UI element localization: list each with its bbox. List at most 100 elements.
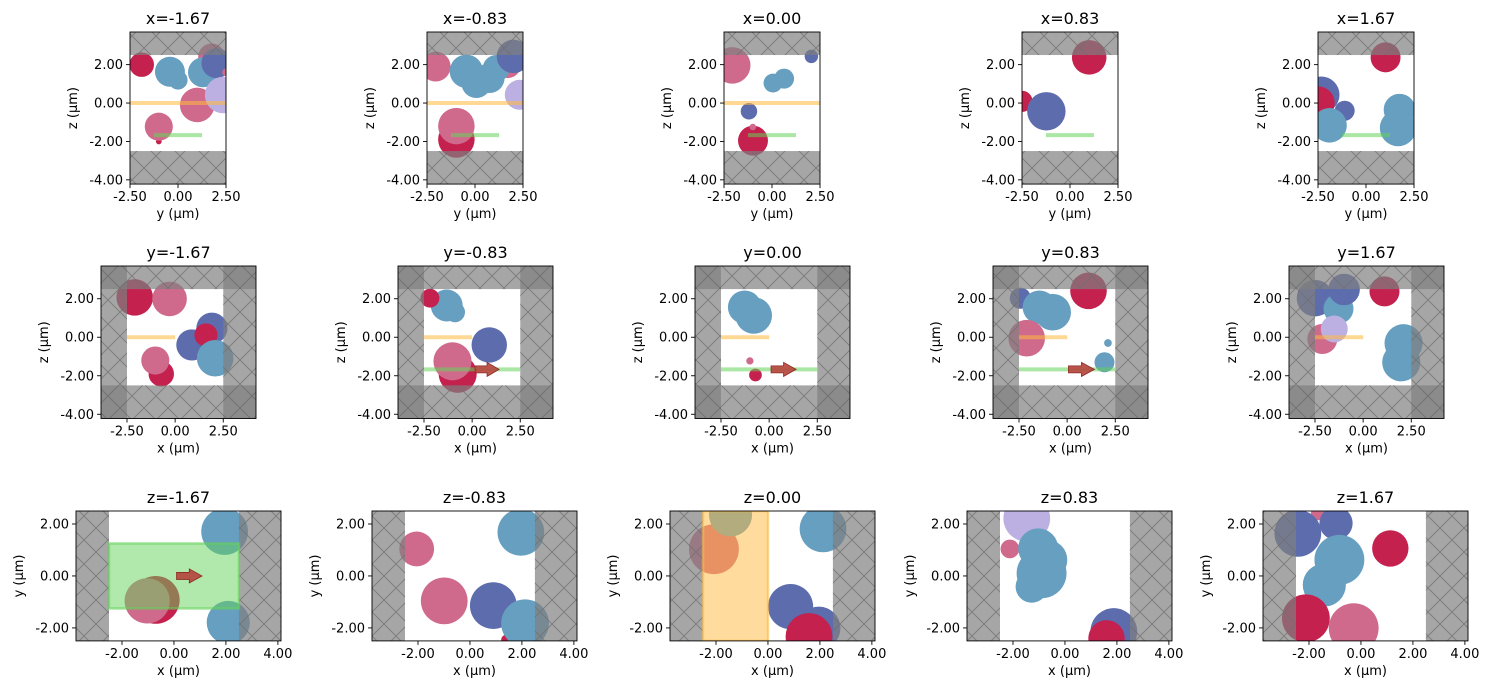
- x-tick-label: -2.50: [1301, 190, 1335, 205]
- y-tick-label: 2.00: [1253, 292, 1282, 307]
- structure-circle: [152, 281, 187, 317]
- subplot-title: x=0.00: [743, 9, 802, 28]
- y-tick-label: -4.00: [1277, 173, 1311, 188]
- y-tick-label: 0.00: [986, 97, 1015, 112]
- subplot: -2.50 0.00 2.50 -4.00 -2.00 0.00 2.00 x=0.83 y (…: [958, 9, 1132, 222]
- x-axis-label: y (µm): [751, 207, 794, 222]
- subplot: -2.00 0.00 2.00 4.00 -2.00 0.00 2.00 z=0.83 x (µ…: [903, 488, 1183, 679]
- source: [701, 511, 770, 641]
- plot-area: [372, 511, 577, 641]
- pml-hatch: [427, 151, 523, 185]
- y-tick-label: -2.00: [683, 135, 717, 150]
- pml-hatch: [1289, 266, 1444, 290]
- structure-circle: [746, 357, 754, 365]
- x-tick-label: -2.50: [407, 424, 441, 439]
- x-tick-label: -2.00: [699, 647, 733, 662]
- pml-hatch: [1318, 151, 1414, 185]
- pml-hatch: [1022, 151, 1118, 185]
- subplot: -2.50 0.00 2.50 -4.00 -2.00 0.00 2.00 y=1.67 x (…: [1225, 243, 1445, 456]
- x-tick-label: 0.00: [458, 424, 487, 439]
- y-tick-label: -4.00: [952, 408, 986, 423]
- subplot-title: z=-0.83: [443, 488, 506, 507]
- plot-area: [993, 266, 1148, 419]
- subplot: -2.50 0.00 2.50 -4.00 -2.00 0.00 2.00 y=-0.83 x …: [334, 243, 554, 456]
- x-tick-label: 0.00: [1346, 647, 1375, 662]
- y-tick-label: 0.00: [931, 569, 960, 584]
- y-tick-label: -4.00: [981, 173, 1015, 188]
- pml-hatch: [238, 511, 281, 641]
- y-tick-label: 2.00: [634, 517, 663, 532]
- y-tick-label: 0.00: [362, 331, 391, 346]
- structure-circle: [1094, 352, 1115, 373]
- pml-hatch: [398, 266, 553, 290]
- axes-frame: [100, 265, 257, 419]
- y-tick-label: -4.00: [60, 408, 94, 423]
- plot-area: [427, 32, 523, 185]
- plot-area: [724, 32, 820, 185]
- x-tick-label: 2.50: [803, 424, 832, 439]
- structure-circle: [1319, 511, 1353, 540]
- x-tick-label: -2.50: [113, 190, 147, 205]
- pml-hatch: [1318, 32, 1414, 56]
- subplot: -2.50 0.00 2.50 -4.00 -2.00 0.00 2.00 x=-0.83 y …: [363, 9, 537, 222]
- x-tick-label: -2.50: [1002, 424, 1036, 439]
- subplot-title: z=1.67: [1337, 488, 1394, 507]
- x-tick-label: 0.00: [164, 190, 193, 205]
- structure-circle: [1034, 293, 1071, 331]
- x-tick-label: 2.50: [1400, 190, 1429, 205]
- structure-circle: [1015, 570, 1048, 603]
- y-axis-label: y (µm): [1199, 555, 1214, 598]
- pml-hatch: [695, 385, 850, 419]
- monitor: [107, 542, 241, 610]
- x-tick-label: 2.00: [1398, 647, 1427, 662]
- y-tick-label: 0.00: [659, 331, 688, 346]
- y-tick-label: -2.00: [1248, 369, 1282, 384]
- x-axis-label: x (µm): [751, 441, 794, 456]
- subplot-title: x=0.83: [1041, 9, 1100, 28]
- x-axis-label: x (µm): [1344, 664, 1387, 679]
- pml-hatch: [130, 32, 226, 56]
- y-tick-label: 2.00: [1282, 58, 1311, 73]
- x-tick-label: 4.00: [263, 647, 292, 662]
- structure-circle: [724, 47, 751, 84]
- pml-hatch: [670, 511, 703, 641]
- x-tick-label: 0.00: [1056, 190, 1085, 205]
- y-tick-label: -2.00: [386, 135, 420, 150]
- subplot-title: y=-0.83: [443, 243, 507, 262]
- y-axis-label: z (µm): [37, 321, 52, 363]
- x-tick-label: 0.00: [1352, 190, 1381, 205]
- y-tick-label: -4.00: [357, 408, 391, 423]
- plot-area: [1318, 32, 1414, 185]
- y-tick-label: -2.00: [926, 621, 960, 636]
- y-tick-label: 0.00: [65, 331, 94, 346]
- y-tick-label: -2.00: [952, 369, 986, 384]
- y-tick-label: -4.00: [683, 173, 717, 188]
- pml-hatch: [1263, 511, 1296, 641]
- y-tick-label: -2.00: [331, 621, 365, 636]
- pml-hatch: [101, 385, 256, 419]
- structure-circle: [504, 79, 523, 110]
- pml-hatch: [993, 385, 1148, 419]
- plot-area: [1289, 266, 1444, 419]
- pml-hatch: [695, 266, 850, 290]
- x-axis-label: x (µm): [1049, 441, 1092, 456]
- y-tick-label: -2.00: [1222, 621, 1256, 636]
- y-axis-label: z (µm): [660, 87, 675, 129]
- plot-area: [695, 266, 850, 419]
- x-tick-label: -2.00: [401, 647, 435, 662]
- structure-circle: [471, 327, 507, 363]
- subplot-title: y=0.00: [743, 243, 802, 262]
- y-axis-label: z (µm): [1254, 87, 1269, 129]
- y-axis-label: y (µm): [606, 555, 621, 598]
- x-tick-label: 2.50: [1104, 190, 1133, 205]
- y-axis-label: z (µm): [363, 87, 378, 129]
- x-tick-label: 4.00: [1450, 647, 1479, 662]
- structure-circle: [222, 68, 226, 77]
- y-tick-label: 0.00: [391, 97, 420, 112]
- plot-area: [130, 32, 226, 185]
- structure-circle: [433, 342, 472, 381]
- subplot-title: x=-0.83: [443, 9, 507, 28]
- structure-circle: [204, 76, 226, 114]
- structure-circle: [438, 107, 475, 145]
- x-axis-label: y (µm): [1345, 207, 1388, 222]
